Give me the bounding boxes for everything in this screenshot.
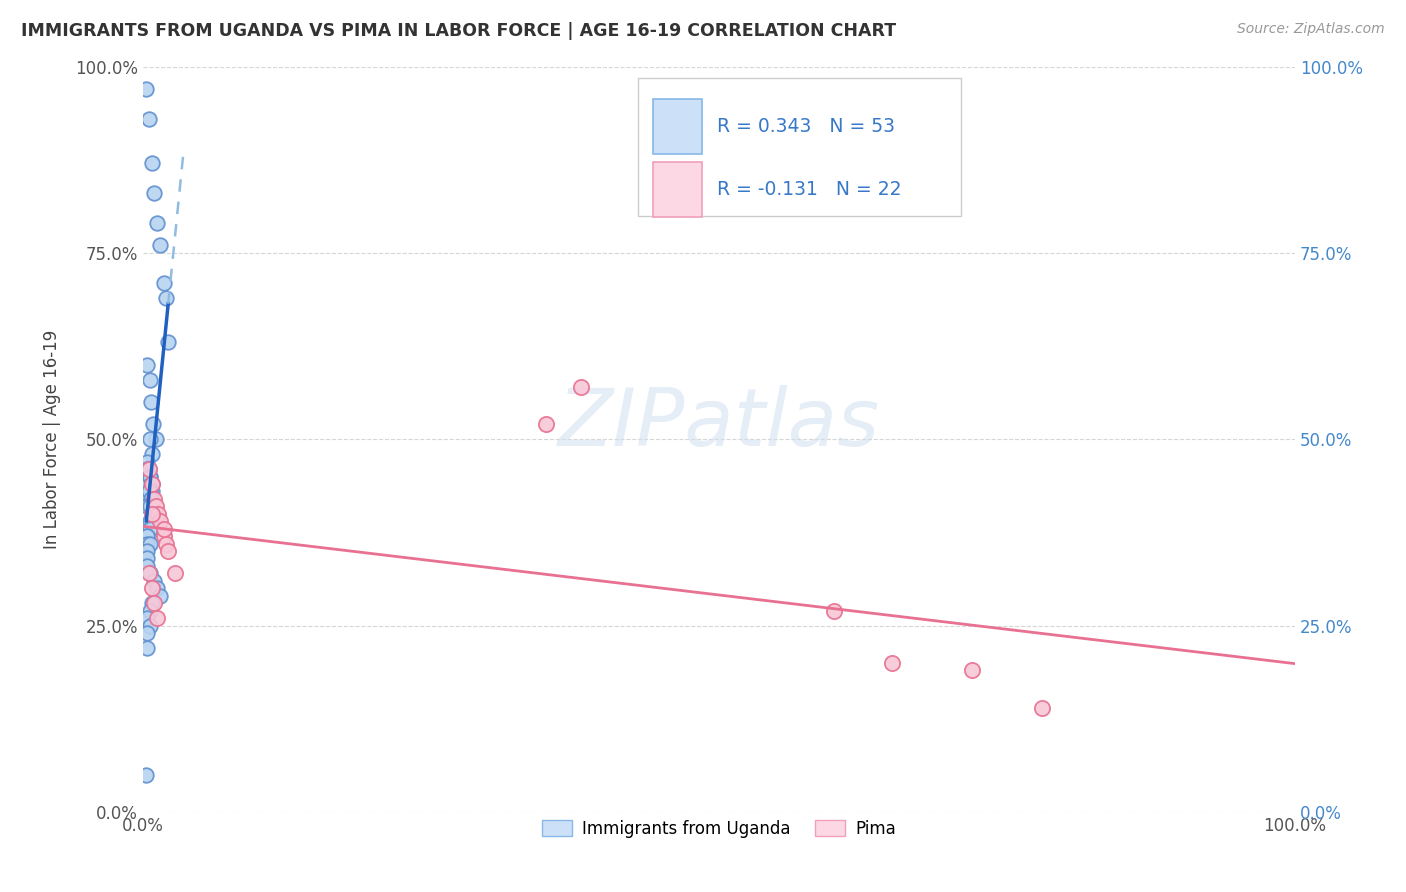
Point [139, 432, 162, 446]
Point [143, 491, 166, 506]
Point [136, 462, 159, 476]
Point [136, 358, 159, 372]
Point [962, 663, 984, 677]
Point [139, 395, 162, 409]
Point [135, 767, 157, 781]
Point [138, 484, 160, 499]
Point [136, 558, 159, 573]
Point [141, 484, 163, 499]
Point [145, 216, 167, 230]
Point [139, 618, 162, 632]
Point [157, 544, 180, 558]
Point [141, 477, 163, 491]
Point [139, 373, 162, 387]
Legend: Immigrants from Uganda, Pima: Immigrants from Uganda, Pima [536, 814, 903, 845]
Point [152, 529, 174, 543]
Point [823, 604, 845, 618]
Point [136, 529, 159, 543]
Point [139, 604, 162, 618]
Point [152, 522, 174, 536]
Point [149, 589, 172, 603]
Point [139, 469, 162, 483]
Point [139, 491, 162, 506]
Point [138, 566, 160, 581]
Point [149, 514, 172, 528]
Point [139, 484, 162, 499]
Point [534, 417, 557, 432]
Point [136, 454, 159, 468]
Point [136, 626, 159, 640]
FancyBboxPatch shape [654, 162, 702, 217]
Point [138, 462, 160, 476]
Point [139, 500, 162, 514]
Point [141, 596, 163, 610]
Point [139, 500, 162, 514]
Point [146, 507, 169, 521]
Point [141, 156, 163, 170]
Text: Source: ZipAtlas.com: Source: ZipAtlas.com [1237, 22, 1385, 37]
Point [143, 186, 166, 201]
Point [136, 544, 159, 558]
Point [136, 640, 159, 655]
Text: ZIPatlas: ZIPatlas [558, 385, 880, 463]
Point [136, 611, 159, 625]
Point [136, 529, 159, 543]
Point [155, 291, 177, 305]
Point [145, 500, 167, 514]
Point [157, 335, 180, 350]
Point [139, 514, 162, 528]
FancyBboxPatch shape [654, 99, 702, 153]
Text: R = 0.343   N = 53: R = 0.343 N = 53 [717, 117, 894, 136]
Point [135, 82, 157, 96]
Point [136, 536, 159, 550]
Point [141, 582, 163, 596]
Y-axis label: In Labor Force | Age 16-19: In Labor Force | Age 16-19 [44, 330, 60, 549]
Point [139, 491, 162, 506]
Point [141, 507, 163, 521]
Point [165, 566, 187, 581]
Point [145, 582, 167, 596]
Point [138, 112, 160, 126]
Point [141, 447, 163, 461]
Point [141, 477, 163, 491]
Point [136, 551, 159, 566]
Point [138, 462, 160, 476]
Point [152, 276, 174, 290]
Text: R = -0.131   N = 22: R = -0.131 N = 22 [717, 180, 901, 199]
Point [143, 596, 166, 610]
Point [143, 507, 166, 521]
Point [136, 500, 159, 514]
Point [139, 536, 162, 550]
Point [139, 566, 162, 581]
FancyBboxPatch shape [638, 78, 960, 216]
Point [155, 536, 177, 550]
Point [142, 417, 165, 432]
Point [149, 238, 172, 252]
Point [145, 432, 167, 446]
Point [143, 574, 166, 588]
Point [880, 656, 903, 670]
Point [139, 522, 162, 536]
Point [1031, 700, 1053, 714]
Text: IMMIGRANTS FROM UGANDA VS PIMA IN LABOR FORCE | AGE 16-19 CORRELATION CHART: IMMIGRANTS FROM UGANDA VS PIMA IN LABOR … [21, 22, 896, 40]
Point [139, 469, 162, 483]
Point [143, 507, 166, 521]
Point [569, 380, 592, 394]
Point [139, 477, 162, 491]
Point [145, 611, 167, 625]
